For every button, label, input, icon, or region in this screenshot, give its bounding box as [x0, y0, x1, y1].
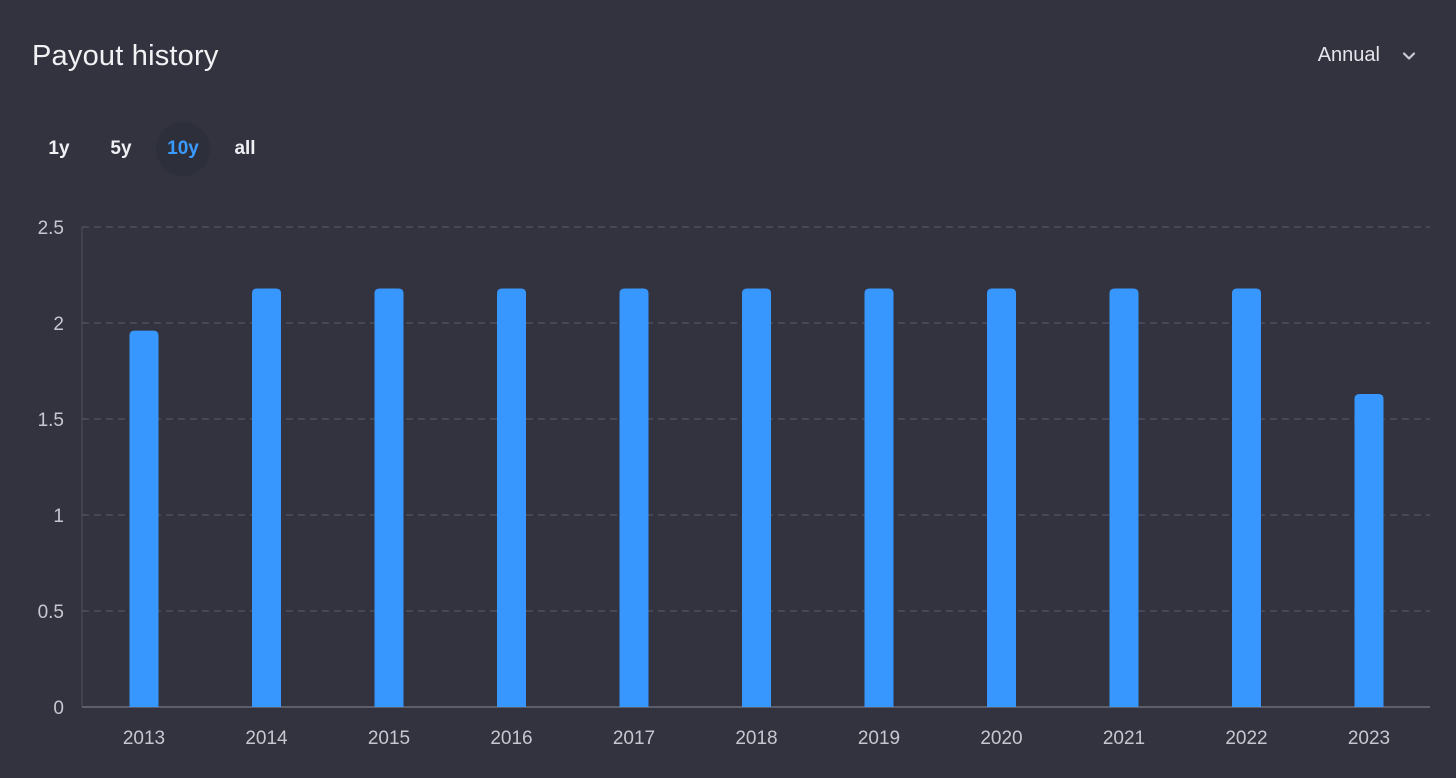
bar-2014 — [252, 288, 281, 707]
x-tick-label: 2017 — [613, 728, 655, 749]
bar-2015 — [374, 288, 404, 707]
range-tab-all[interactable]: all — [234, 138, 256, 159]
bar-2013 — [129, 330, 159, 707]
bar-2023 — [1354, 394, 1384, 707]
period-dropdown-label: Annual — [1317, 44, 1380, 66]
y-tick-label: 2 — [53, 314, 64, 335]
bar-2020 — [987, 288, 1016, 707]
x-tick-label: 2014 — [245, 728, 288, 749]
bar-2018 — [742, 288, 771, 707]
x-tick-label: 2020 — [980, 728, 1022, 749]
x-tick-label: 2019 — [858, 728, 900, 749]
range-tab-5y[interactable]: 5y — [110, 138, 132, 159]
x-tick-label: 2018 — [735, 728, 777, 749]
x-tick-label: 2016 — [490, 728, 532, 749]
x-tick-label: 2015 — [368, 728, 410, 749]
x-tick-label: 2022 — [1225, 728, 1267, 749]
period-dropdown[interactable]: Annual — [1318, 44, 1416, 67]
x-tick-label: 2021 — [1103, 728, 1145, 749]
bar-2016 — [497, 288, 526, 707]
range-tab-10y[interactable]: 10y — [156, 122, 210, 176]
bar-2019 — [864, 288, 894, 707]
y-tick-label: 2.5 — [38, 218, 64, 239]
page-title: Payout history — [32, 40, 219, 72]
bar-2017 — [619, 288, 649, 707]
bar-2022 — [1232, 288, 1261, 707]
range-tabs: 1y 5y 10y all — [32, 122, 280, 176]
range-tab-1y[interactable]: 1y — [48, 138, 70, 159]
bar-2021 — [1109, 288, 1139, 707]
chevron-down-icon — [1402, 51, 1416, 60]
y-tick-label: 0.5 — [38, 602, 64, 623]
y-tick-label: 1 — [53, 506, 64, 527]
y-tick-label: 1.5 — [38, 410, 64, 431]
y-tick-label: 0 — [53, 698, 64, 719]
x-tick-label: 2023 — [1348, 728, 1390, 749]
x-tick-label: 2013 — [123, 728, 165, 749]
